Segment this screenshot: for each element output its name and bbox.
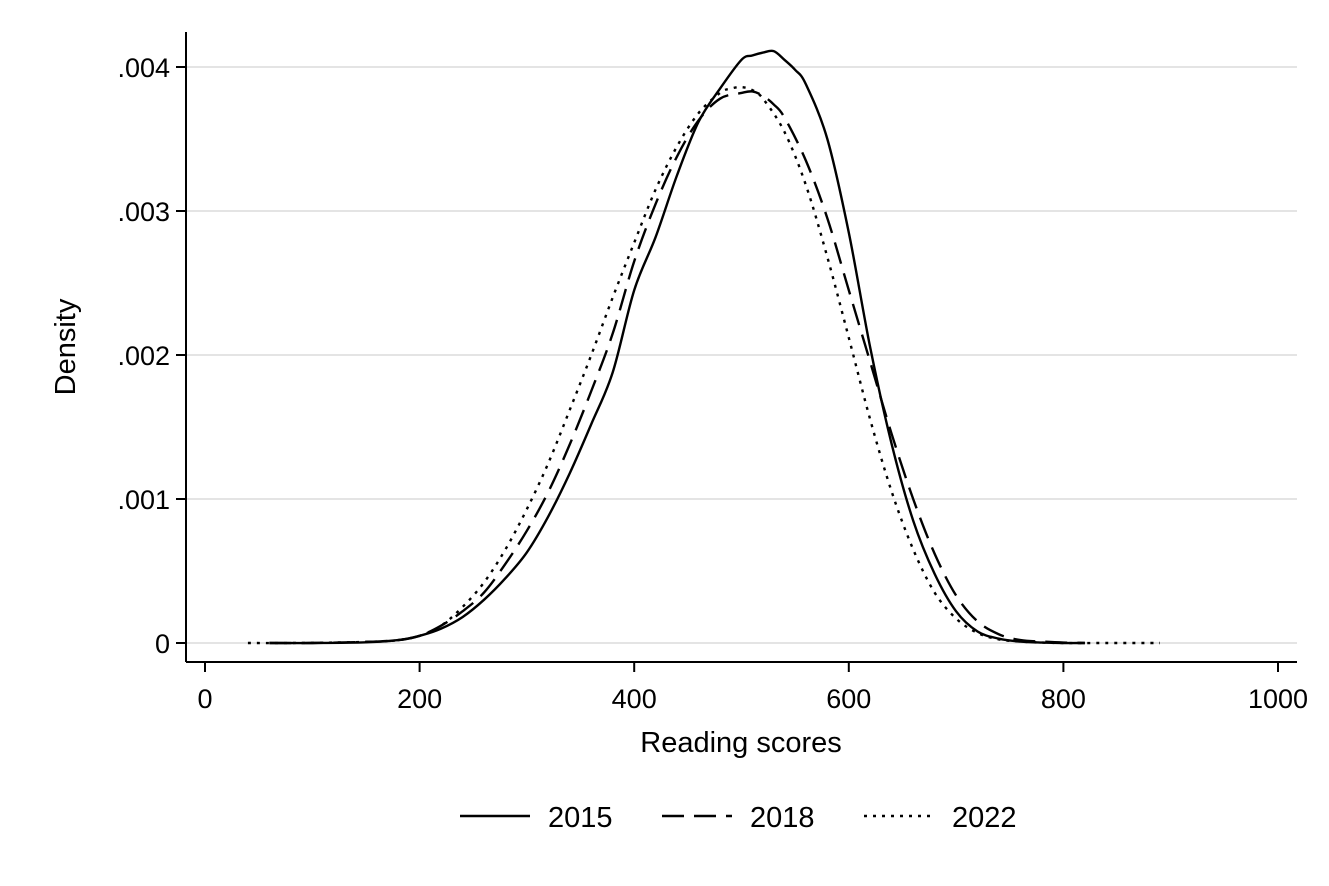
x-tick-label-1: 200 bbox=[397, 684, 442, 714]
legend-label-2022: 2022 bbox=[952, 802, 1017, 834]
y-tick-label-2: .002 bbox=[117, 341, 170, 371]
y-tick-label-1: .001 bbox=[117, 485, 170, 515]
legend-label-2015: 2015 bbox=[548, 802, 613, 834]
series-line-2018 bbox=[269, 90, 1085, 645]
legend: 2015 2018 2022 bbox=[460, 802, 1017, 834]
x-tick-label-4: 800 bbox=[1041, 684, 1086, 714]
series-line-2022 bbox=[247, 85, 1160, 645]
series-line-2015 bbox=[269, 49, 1085, 645]
series-lines bbox=[247, 49, 1160, 645]
x-tick-label-2: 400 bbox=[612, 684, 657, 714]
y-tick-label-4: .004 bbox=[117, 53, 170, 83]
legend-label-2018: 2018 bbox=[750, 802, 815, 834]
x-tick-label-5: 1000 bbox=[1248, 684, 1308, 714]
x-axis-ticks: 0 200 400 600 800 1000 bbox=[197, 662, 1308, 714]
x-axis-label: Reading scores bbox=[640, 727, 842, 759]
gridlines bbox=[186, 66, 1297, 644]
x-tick-label-0: 0 bbox=[197, 684, 212, 714]
x-tick-label-3: 600 bbox=[826, 684, 871, 714]
y-tick-label-0: 0 bbox=[155, 629, 170, 659]
y-axis-ticks: 0 .001 .002 .003 .004 bbox=[117, 53, 186, 659]
y-axis-label: Density bbox=[50, 298, 82, 395]
axes bbox=[185, 32, 1297, 663]
y-tick-label-3: .003 bbox=[117, 197, 170, 227]
